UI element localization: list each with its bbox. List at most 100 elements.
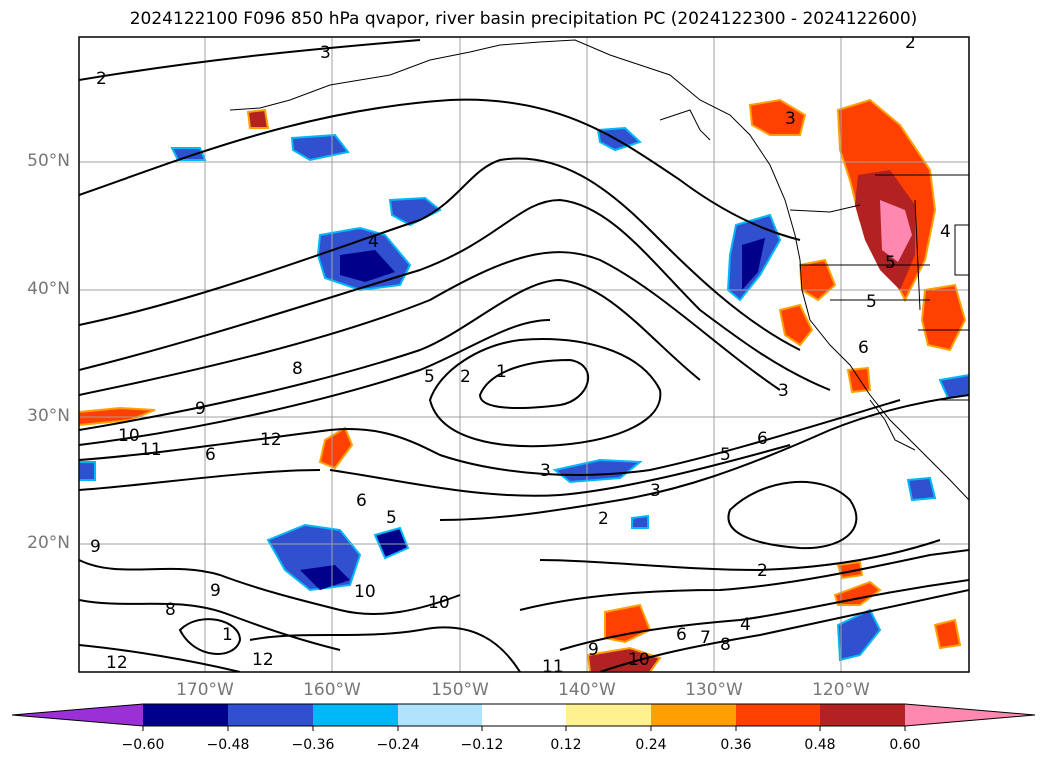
contour-label: 12 <box>260 430 282 450</box>
contour-label: 6 <box>205 445 216 465</box>
precip-positive-area <box>798 258 837 302</box>
lon-label: 130°W <box>685 680 743 700</box>
contour-label: 3 <box>650 481 661 501</box>
contour-label: 8 <box>165 600 176 620</box>
contour-label: 12 <box>106 653 128 673</box>
precip-negative-area <box>340 250 395 282</box>
precip-negative-area <box>596 126 642 152</box>
lon-label: 120°W <box>812 680 870 700</box>
contour-label: 8 <box>720 635 731 655</box>
contour-label: 4 <box>368 232 379 252</box>
colorbar-bin <box>482 704 566 726</box>
colorbar-extend-low <box>12 704 143 726</box>
contour-label: 10 <box>628 650 650 670</box>
colorbar-extend-high <box>905 704 1035 726</box>
precip-negative-area <box>742 238 765 290</box>
contour-label: 5 <box>424 367 435 387</box>
precip-negative-area <box>906 476 937 502</box>
lat-label: 40°N <box>27 279 70 299</box>
colorbar-bin <box>228 704 313 726</box>
contour-label-group: 2 3 4 5 6 8 9 10 11 12 1 2 3 3 5 6 2 2 3… <box>90 33 951 677</box>
lon-label: 140°W <box>558 680 616 700</box>
colorbar-tick-label: −0.12 <box>460 737 504 753</box>
contour-lines <box>79 39 969 672</box>
contour-label: 4 <box>940 222 951 242</box>
lon-label: 160°W <box>303 680 361 700</box>
colorbar-tick-label: −0.60 <box>121 737 165 753</box>
colorbar-tick-label: 0.60 <box>889 737 921 753</box>
colorbar-tick-label: 0.12 <box>550 737 582 753</box>
colorbar-tick-label: −0.48 <box>206 737 250 753</box>
lon-label: 170°W <box>176 680 234 700</box>
contour-label: 8 <box>292 359 303 379</box>
contour-label: 10 <box>428 593 450 613</box>
map-title: 2024122100 F096 850 hPa qvapor, river ba… <box>129 9 918 29</box>
precip-positive-area <box>846 366 872 394</box>
map-frame <box>78 36 970 673</box>
contour-label: 5 <box>720 445 731 465</box>
contour-label: 6 <box>356 491 367 511</box>
contour-label: 2 <box>96 69 107 89</box>
precip-positive-area <box>933 618 962 650</box>
contour-label: 3 <box>785 109 796 129</box>
contour-label: 2 <box>905 33 916 53</box>
colorbar <box>11 703 1036 731</box>
contour-label: 5 <box>866 292 877 312</box>
contour-label: 4 <box>740 615 751 635</box>
contour-label: 5 <box>885 253 896 273</box>
colorbar-tick-label: −0.36 <box>291 737 335 753</box>
lon-label: 150°W <box>431 680 489 700</box>
colorbar-bin <box>820 704 905 726</box>
contour-label: 12 <box>252 650 274 670</box>
colorbar-tick-label: 0.48 <box>804 737 836 753</box>
colorbar-bin <box>143 704 228 726</box>
contour-label: 11 <box>542 657 564 677</box>
contour-label: 1 <box>222 625 233 645</box>
contour-label: 6 <box>858 338 869 358</box>
lat-label: 50°N <box>27 151 70 171</box>
precip-positive-area <box>246 108 270 129</box>
contour-label: 2 <box>460 367 471 387</box>
contour-label: 2 <box>757 561 768 581</box>
map-plot-area: 2 3 4 5 6 8 9 10 11 12 1 2 3 3 5 6 2 2 3… <box>79 33 969 677</box>
contour-label: 9 <box>195 399 206 419</box>
colorbar-bin <box>566 704 651 726</box>
contour-label: 3 <box>320 43 331 63</box>
precip-negative-area <box>373 526 410 560</box>
precip-positive-area <box>778 303 814 347</box>
contour-label: 3 <box>778 381 789 401</box>
precip-negative-area <box>170 147 207 161</box>
contour-label: 10 <box>118 426 140 446</box>
precip-negative-area <box>631 514 649 529</box>
precip-positive-area <box>748 98 807 136</box>
precip-negative-area <box>290 133 350 162</box>
colorbar-bin <box>313 704 398 726</box>
graticule <box>79 37 969 672</box>
contour-label: 6 <box>757 429 768 449</box>
precip-negative-area <box>79 461 96 481</box>
colorbar-tick-label: 0.24 <box>635 737 667 753</box>
lat-label: 30°N <box>27 406 70 426</box>
contour-label: 9 <box>90 537 101 557</box>
contour-label: 9 <box>210 581 221 601</box>
contour-label: 9 <box>588 640 599 660</box>
precip-positive-area <box>318 426 354 470</box>
lat-label: 20°N <box>27 533 70 553</box>
contour-label: 2 <box>598 509 609 529</box>
precip-negative-area <box>300 565 350 590</box>
precip-positive-area <box>880 200 912 262</box>
contour-label: 10 <box>354 582 376 602</box>
colorbar-tick-label: −0.24 <box>376 737 420 753</box>
precip-negative-area <box>552 458 643 484</box>
contour-label: 11 <box>140 440 162 460</box>
contour-label: 6 <box>676 625 687 645</box>
precip-positive-area <box>920 283 967 352</box>
colorbar-bin <box>736 704 820 726</box>
colorbar-bin <box>651 704 736 726</box>
colorbar-bin <box>398 704 482 726</box>
contour-label: 3 <box>540 461 551 481</box>
colorbar-tick-label: 0.36 <box>720 737 752 753</box>
contour-label: 7 <box>700 628 711 648</box>
contour-label: 5 <box>386 508 397 528</box>
